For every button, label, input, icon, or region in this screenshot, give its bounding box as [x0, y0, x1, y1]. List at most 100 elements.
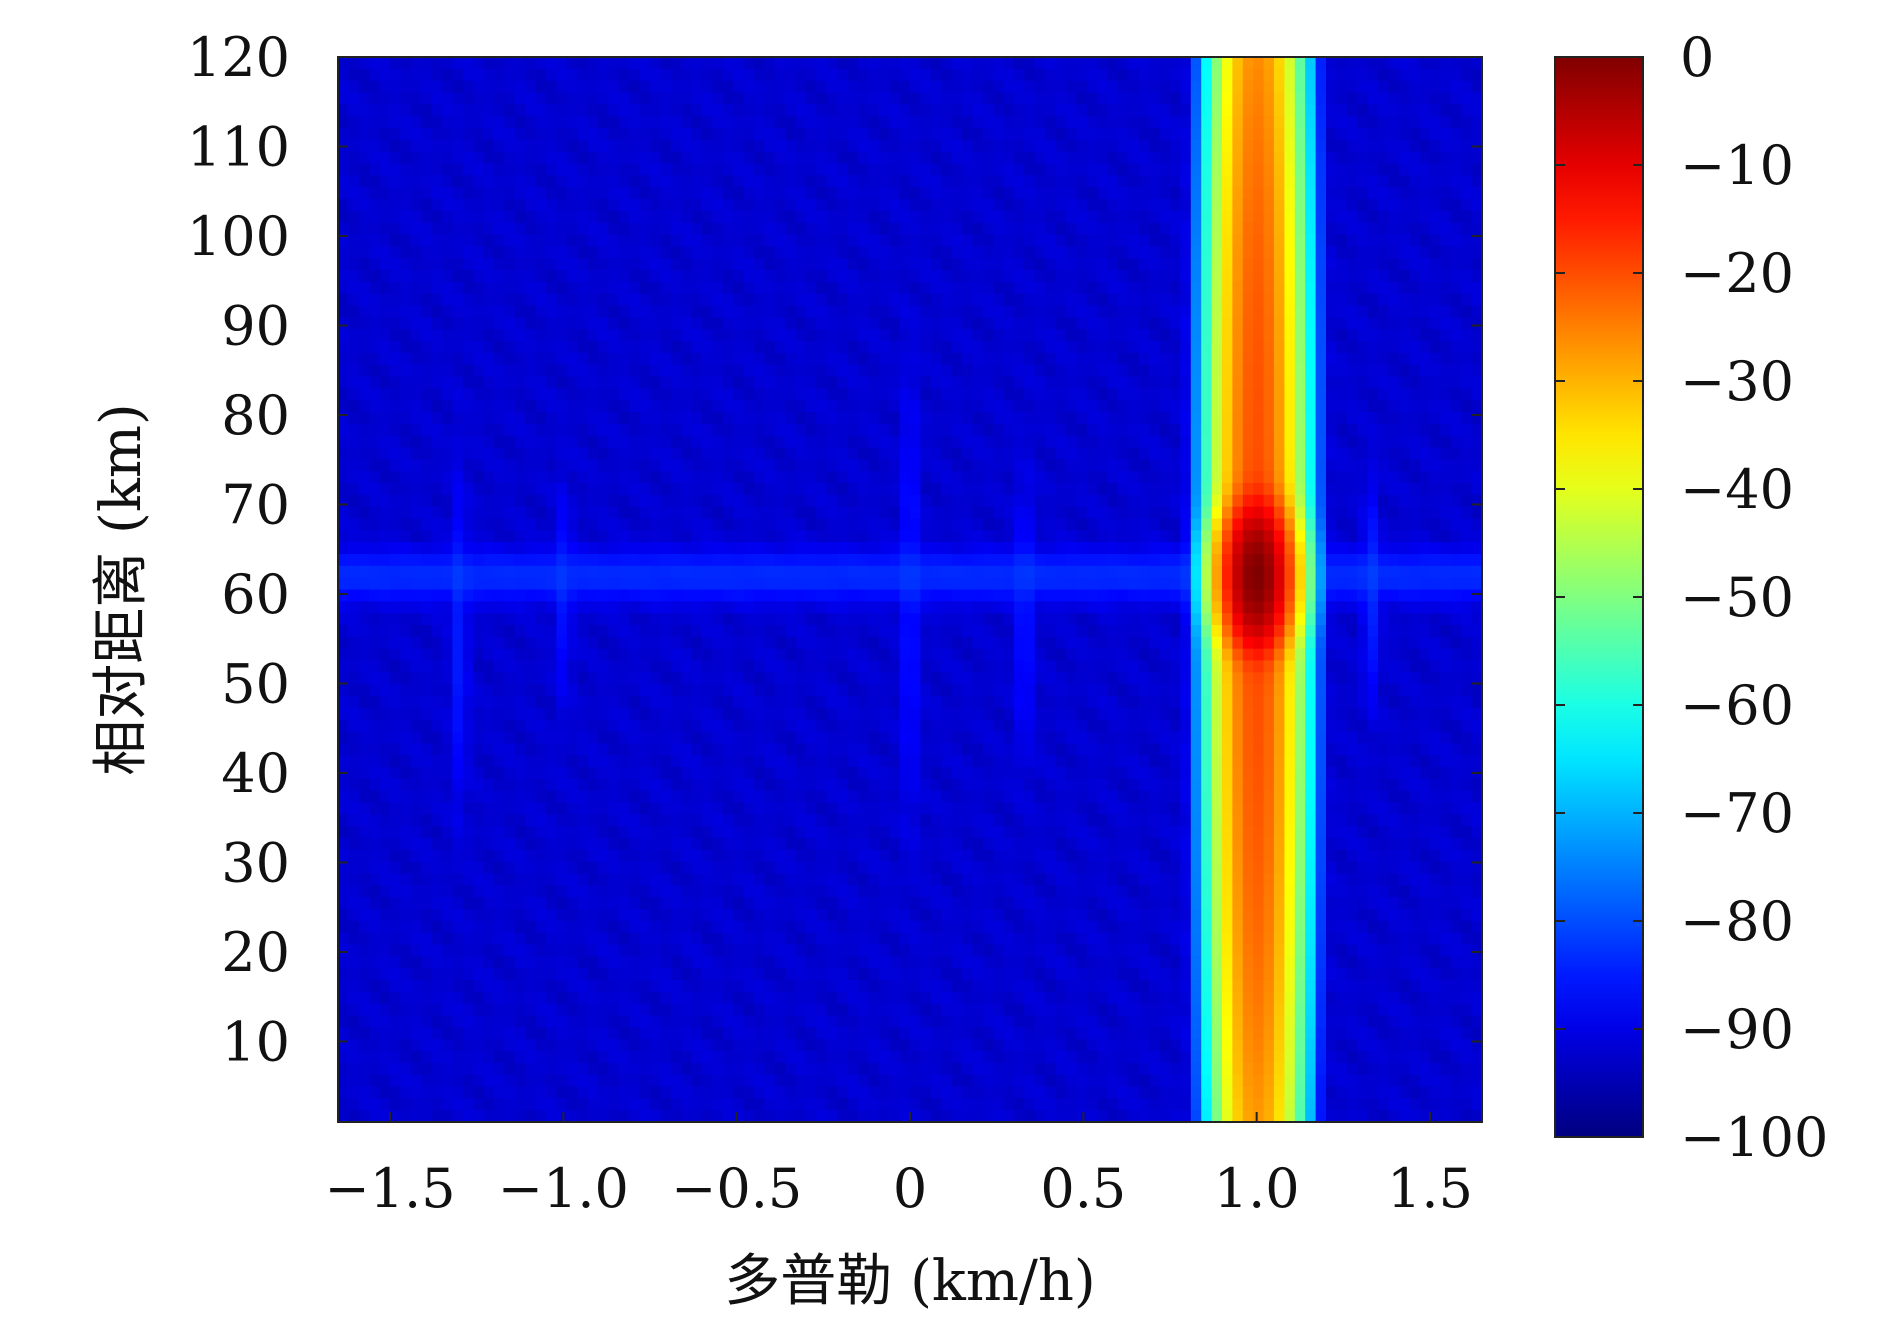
heatmap-cell	[379, 577, 391, 591]
heatmap-cell	[629, 352, 641, 366]
heatmap-cell	[421, 956, 433, 969]
heatmap-cell	[878, 1027, 890, 1040]
heatmap-cell	[837, 329, 849, 342]
heatmap-cell	[514, 613, 526, 626]
heatmap-cell	[639, 980, 651, 993]
heatmap-cell	[889, 412, 901, 425]
heatmap-cell	[390, 707, 401, 721]
heatmap-cell	[795, 471, 807, 484]
heatmap-cell	[764, 660, 776, 673]
heatmap-cell	[764, 814, 776, 827]
heatmap-cell	[650, 530, 661, 543]
heatmap-cell	[546, 826, 557, 839]
heatmap-cell	[650, 1086, 661, 1099]
heatmap-cell	[858, 743, 869, 756]
heatmap-cell	[629, 636, 641, 650]
heatmap-cell	[712, 483, 724, 496]
heatmap-cell	[400, 980, 412, 993]
heatmap-cell	[390, 281, 401, 295]
heatmap-cell	[618, 589, 630, 602]
heatmap-cell	[785, 1110, 797, 1123]
heatmap-cell	[670, 613, 682, 626]
heatmap-cell	[421, 1062, 433, 1076]
heatmap-cell	[889, 814, 901, 827]
heatmap-cell	[722, 258, 734, 271]
heatmap-cell	[546, 222, 557, 236]
heatmap-cell	[577, 104, 589, 117]
heatmap-cell	[681, 447, 693, 460]
heatmap-cell	[889, 305, 901, 318]
heatmap-cell	[410, 861, 422, 875]
heatmap-cell	[390, 613, 401, 626]
heatmap-cell	[587, 684, 599, 697]
heatmap-cell	[421, 1086, 433, 1099]
heatmap-cell	[494, 151, 505, 165]
heatmap-cell	[494, 116, 505, 129]
heatmap-cell	[421, 542, 433, 555]
heatmap-cell	[660, 1098, 672, 1111]
heatmap-cell	[681, 767, 693, 780]
heatmap-cell	[712, 743, 724, 756]
heatmap-cell	[858, 1074, 869, 1088]
heatmap-cell	[712, 128, 724, 141]
heatmap-cell	[858, 139, 869, 153]
heatmap-cell	[556, 920, 568, 934]
heatmap-cell	[826, 885, 838, 898]
heatmap-cell	[681, 790, 693, 804]
heatmap-cell	[431, 648, 443, 662]
heatmap-cell	[899, 589, 911, 602]
heatmap-cell	[660, 991, 672, 1005]
heatmap-cell	[629, 1074, 641, 1088]
heatmap-cell	[525, 471, 537, 484]
heatmap-cell	[369, 329, 381, 342]
heatmap-cell	[379, 1086, 391, 1099]
heatmap-cell	[681, 684, 693, 697]
heatmap-cell	[431, 767, 443, 780]
heatmap-cell	[379, 317, 391, 330]
heatmap-cell	[348, 707, 360, 721]
heatmap-cell	[847, 139, 859, 153]
heatmap-cell	[837, 1051, 849, 1064]
heatmap-cell	[514, 648, 526, 662]
heatmap-cell	[910, 270, 921, 283]
heatmap-cell	[348, 187, 360, 200]
heatmap-cell	[858, 435, 869, 449]
heatmap-cell	[650, 1027, 661, 1040]
heatmap-cell	[400, 234, 412, 247]
heatmap-cell	[743, 849, 755, 863]
heatmap-cell	[598, 471, 609, 484]
heatmap-cell	[639, 861, 651, 875]
heatmap-cell	[691, 932, 703, 946]
heatmap-cell	[743, 222, 755, 236]
heatmap-cell	[514, 838, 526, 851]
heatmap-cell	[546, 258, 557, 271]
heatmap-cell	[702, 423, 713, 437]
heatmap-cell	[618, 577, 630, 591]
heatmap-cell	[650, 246, 661, 259]
heatmap-cell	[410, 175, 422, 188]
heatmap-cell	[889, 956, 901, 969]
heatmap-cell	[577, 589, 589, 602]
heatmap-cell	[826, 909, 838, 922]
heatmap-cell	[722, 412, 734, 425]
heatmap-cell	[691, 518, 703, 531]
heatmap-cell	[889, 459, 901, 472]
heatmap-cell	[556, 980, 568, 993]
heatmap-cell	[691, 412, 703, 425]
heatmap-cell	[629, 707, 641, 721]
heatmap-cell	[889, 897, 901, 910]
heatmap-cell	[660, 601, 672, 614]
heatmap-cell	[681, 909, 693, 922]
heatmap-cell	[889, 743, 901, 756]
heatmap-cell	[338, 423, 349, 437]
heatmap-cell	[837, 625, 849, 638]
heatmap-cell	[899, 317, 911, 330]
heatmap-cell	[400, 270, 412, 283]
heatmap-cell	[546, 1062, 557, 1076]
heatmap-cell	[629, 944, 641, 957]
heatmap-cell	[379, 376, 391, 389]
heatmap-cell	[774, 1074, 786, 1088]
heatmap-cell	[514, 1003, 526, 1017]
heatmap-cell	[743, 838, 755, 851]
heatmap-cell	[629, 565, 641, 579]
